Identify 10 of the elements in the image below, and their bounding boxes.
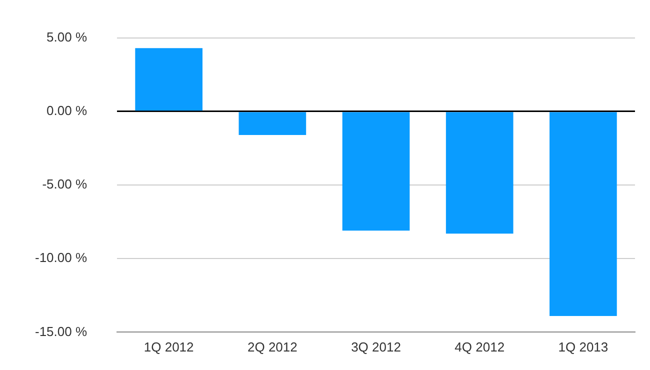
y-tick-label: -10.00 %: [34, 250, 88, 266]
x-tick-label: 1Q 2013: [558, 340, 608, 355]
x-tick-label: 4Q 2012: [454, 340, 505, 355]
y-tick-label: 5.00 %: [46, 29, 88, 44]
x-tick-label: 1Q 2012: [144, 340, 194, 355]
y-tick-label: -15.00 %: [34, 324, 88, 339]
x-tick-label: 3Q 2012: [351, 340, 401, 355]
y-tick-label: -5.00 %: [42, 176, 88, 192]
y-tick-label: 0.00 %: [46, 102, 88, 118]
x-tick-label: 2Q 2012: [247, 340, 298, 355]
